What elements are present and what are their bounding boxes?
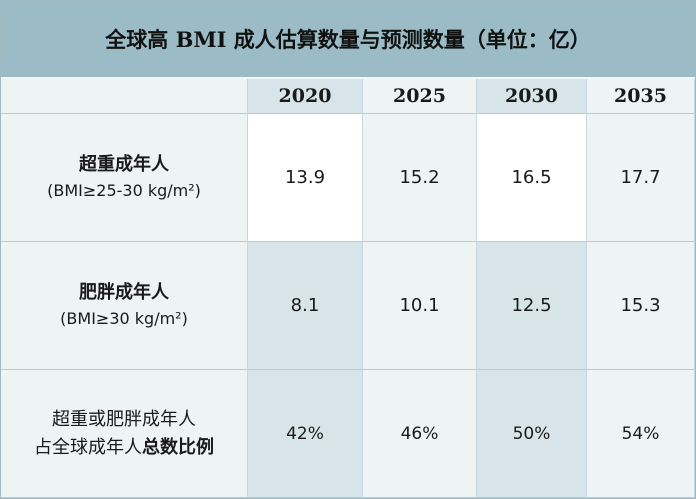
table-cell: 17.7 [587,114,695,242]
row-label-line2-bold: 总数比例 [142,436,214,458]
row-label-share: 超重或肥胖成年人 占全球成年人总数比例 [1,370,248,498]
year-header: 2020 [248,79,363,114]
row-label-main: 肥胖成年人 [79,282,169,304]
header-corner [1,79,248,114]
row-label-line2: 占全球成年人总数比例 [34,434,214,462]
table-title: 全球高 BMI 成人估算数量与预测数量（单位：亿） [1,1,695,77]
row-label-sub: (BMI≥25-30 kg/m²) [47,181,201,201]
table-cell: 10.1 [363,242,477,370]
row-label-overweight: 超重成年人 (BMI≥25-30 kg/m²) [1,114,248,242]
table-cell: 42% [248,370,363,498]
row-label-line1: 超重或肥胖成年人 [52,408,196,430]
row-label-sub: (BMI≥30 kg/m²) [60,309,188,329]
row-label-obese: 肥胖成年人 (BMI≥30 kg/m²) [1,242,248,370]
table-cell: 16.5 [477,114,587,242]
year-header: 2025 [363,79,477,114]
row-label-main: 超重成年人 [79,154,169,176]
table-cell: 12.5 [477,242,587,370]
table-cell: 8.1 [248,242,363,370]
year-header: 2030 [477,79,587,114]
table-cell: 15.3 [587,242,695,370]
year-header: 2035 [587,79,695,114]
table-cell: 13.9 [248,114,363,242]
table-cell: 50% [477,370,587,498]
table-cell: 46% [363,370,477,498]
row-label-line2-plain: 占全球成年人 [34,436,142,458]
table-cell: 15.2 [363,114,477,242]
data-table: 2020 2025 2030 2035 超重成年人 (BMI≥25-30 kg/… [1,79,695,498]
table-cell: 54% [587,370,695,498]
